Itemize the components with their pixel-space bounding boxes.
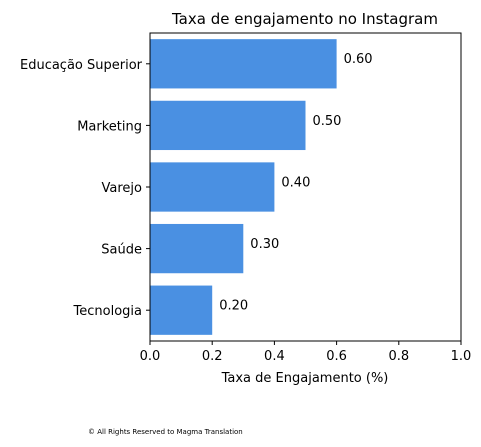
x-tick-label: 0.8 [388, 349, 409, 364]
bar [150, 100, 306, 151]
chart-title: Taxa de engajamento no Instagram [171, 10, 438, 28]
y-tick-label: Saúde [101, 243, 142, 258]
y-tick-label: Tecnologia [73, 304, 142, 319]
x-tick-label: 1.0 [451, 349, 472, 364]
bar [150, 162, 275, 212]
data-label: 0.60 [344, 52, 373, 67]
x-tick-label: 0.2 [202, 349, 223, 364]
x-tick-label: 0.6 [326, 349, 347, 364]
y-tick-label: Marketing [77, 119, 142, 134]
data-label: 0.20 [219, 299, 248, 314]
data-label: 0.30 [250, 237, 279, 252]
bars-group [150, 39, 337, 335]
data-labels: 0.60 0.50 0.40 0.30 0.20 [219, 52, 372, 313]
copyright-note: © All Rights Reserved to Magma Translati… [88, 428, 243, 436]
x-tick-label: 0.0 [140, 349, 161, 364]
data-label: 0.40 [281, 175, 310, 190]
bar [150, 39, 337, 89]
y-tick-label: Educação Superior [20, 58, 143, 73]
x-tick-label: 0.4 [264, 349, 285, 364]
y-tick-label: Varejo [102, 181, 143, 196]
x-axis: 0.0 0.2 0.4 0.6 0.8 1.0 [140, 341, 472, 364]
bar [150, 223, 244, 274]
data-label: 0.50 [313, 114, 342, 129]
bar [150, 285, 213, 335]
x-axis-label: Taxa de Engajamento (%) [221, 371, 389, 386]
y-axis: Educação Superior Marketing Varejo Saúde Tec… [20, 58, 150, 319]
